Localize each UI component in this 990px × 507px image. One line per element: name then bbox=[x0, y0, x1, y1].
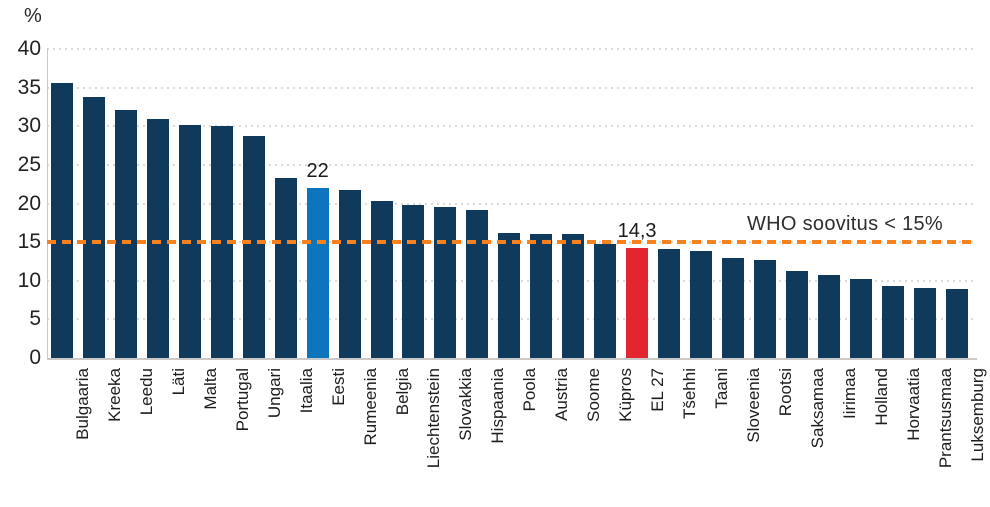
x-axis-label: Belgia bbox=[392, 368, 412, 416]
bar-iirimaa bbox=[817, 274, 840, 358]
bar-läti bbox=[146, 118, 169, 358]
bar-tšehhi bbox=[658, 249, 681, 358]
y-axis-unit-label: % bbox=[24, 5, 42, 27]
x-axis-label: Tšehhi bbox=[680, 368, 700, 420]
bar-holland bbox=[849, 279, 872, 358]
x-axis-label: Horvaatia bbox=[903, 368, 923, 441]
reference-line-label: WHO soovitus < 15% bbox=[746, 213, 943, 235]
bar-ungari bbox=[242, 136, 265, 358]
x-axis-label: Eesti bbox=[328, 368, 348, 406]
bar-kreeka bbox=[82, 96, 105, 358]
x-axis-label: Saksamaa bbox=[807, 368, 827, 449]
bar-itaalia bbox=[274, 178, 297, 358]
x-axis-label: Itaalia bbox=[296, 368, 316, 414]
bar-prantsusmaa bbox=[913, 287, 936, 358]
bar-luksemburg bbox=[945, 289, 968, 358]
bar-value-label: 22 bbox=[306, 160, 329, 183]
x-axis-label: Rumeenia bbox=[360, 368, 380, 446]
bar-leedu bbox=[114, 110, 137, 358]
y-axis-tick-label: 25 bbox=[17, 152, 41, 176]
x-axis-label: Leedu bbox=[136, 368, 156, 416]
bar-rumeenia bbox=[338, 190, 361, 358]
bar-eesti bbox=[306, 188, 329, 358]
bar-saksamaa bbox=[785, 270, 808, 358]
y-axis-tick-label: 35 bbox=[17, 75, 41, 99]
x-axis-label: Austria bbox=[552, 368, 572, 421]
x-axis-label: Prantsusmaa bbox=[935, 368, 955, 469]
bar-liechtenstein bbox=[402, 205, 425, 358]
y-axis-tick-label: 15 bbox=[17, 230, 41, 254]
x-axis-label: Bulgaaria bbox=[73, 368, 92, 440]
x-axis-line bbox=[47, 358, 977, 360]
bar-poola bbox=[498, 232, 521, 358]
gridline bbox=[47, 48, 977, 50]
x-axis-label: Soome bbox=[584, 368, 604, 422]
y-axis-tick-label: 10 bbox=[17, 268, 41, 292]
bar-belgia bbox=[370, 201, 393, 358]
y-axis-tick-label: 20 bbox=[17, 191, 41, 215]
x-axis-label: EL 27 bbox=[648, 368, 668, 412]
reference-line bbox=[47, 240, 972, 245]
y-axis-tick-label: 5 bbox=[29, 307, 41, 331]
bar-hispaania bbox=[466, 209, 489, 358]
x-axis-label: Slovakkia bbox=[456, 368, 476, 441]
bar-el-27 bbox=[626, 247, 649, 358]
x-axis-label: Iirimaa bbox=[839, 368, 859, 420]
gridline bbox=[47, 86, 977, 89]
bar-taani bbox=[690, 250, 712, 358]
x-axis-label: Läti bbox=[168, 368, 188, 396]
bar-bulgaaria bbox=[51, 82, 73, 358]
x-axis-label: Ungari bbox=[264, 368, 284, 419]
x-axis-label: Liechtenstein bbox=[424, 368, 444, 469]
x-axis-label: Küpros bbox=[616, 368, 636, 422]
bar-rootsi bbox=[753, 259, 776, 358]
x-axis-label: Malta bbox=[200, 368, 220, 410]
x-axis-label: Portugal bbox=[232, 368, 252, 432]
y-axis-line bbox=[47, 48, 48, 358]
x-axis-label: Hispaania bbox=[488, 368, 508, 444]
x-axis-label: Poola bbox=[520, 368, 540, 412]
gridline bbox=[47, 163, 977, 166]
x-axis-label: Kreeka bbox=[104, 368, 124, 422]
bar-value-label: 14,3 bbox=[617, 219, 657, 242]
bar-küpros bbox=[594, 244, 617, 358]
gridline bbox=[47, 202, 977, 205]
x-axis-label: Luksemburg bbox=[967, 368, 987, 462]
bar-soome bbox=[562, 234, 585, 358]
gridline bbox=[47, 125, 977, 128]
y-axis-tick-label: 0 bbox=[29, 346, 41, 369]
x-axis-label: Taani bbox=[712, 368, 731, 409]
y-axis-tick-label: 40 bbox=[17, 37, 41, 60]
bar-austria bbox=[530, 233, 553, 358]
y-axis-tick-label: 30 bbox=[17, 114, 41, 138]
x-axis-label: Rootsi bbox=[775, 368, 795, 417]
x-axis-label: Holland bbox=[871, 368, 891, 426]
bar-slovakkia bbox=[434, 207, 457, 358]
bar-horvaatia bbox=[881, 286, 904, 358]
x-axis-label: Sloveenia bbox=[743, 368, 763, 443]
bar-sloveenia bbox=[721, 258, 744, 358]
